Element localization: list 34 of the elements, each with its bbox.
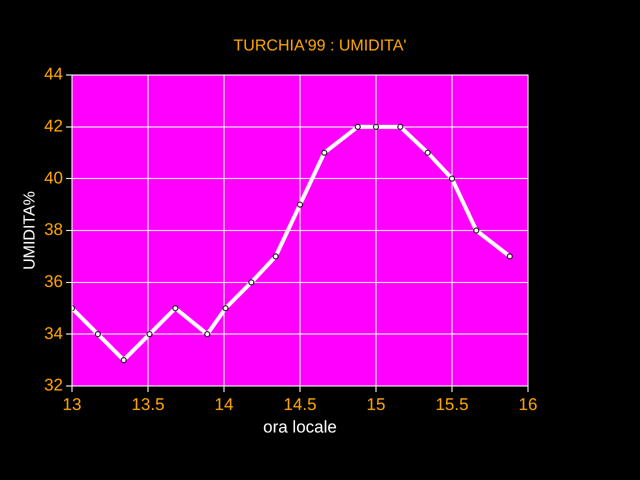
x-tick-label: 14 [214, 394, 234, 414]
y-tick-label: 38 [44, 220, 63, 240]
y-tick-label: 32 [44, 376, 63, 395]
point [248, 279, 254, 286]
point [449, 176, 455, 182]
y-tick-label: 40 [44, 168, 63, 188]
point [94, 331, 101, 338]
x-axis-title: ora locale [263, 418, 337, 437]
point [172, 305, 178, 312]
y-tick-label: 44 [44, 64, 63, 84]
x-tick-label: 13 [62, 394, 82, 414]
y-axis-title: UMIDITA% [21, 191, 38, 270]
point [473, 228, 480, 234]
point [272, 253, 279, 260]
point [354, 124, 361, 130]
point [397, 124, 404, 130]
x-tick-label: 15.5 [435, 394, 469, 414]
x-tick-label: 14.5 [283, 394, 317, 414]
point [321, 150, 328, 156]
point [120, 357, 127, 364]
point [373, 124, 379, 130]
point [506, 253, 513, 260]
point [204, 331, 210, 338]
x-tick-label: 15 [366, 394, 386, 414]
x-tick-label: 13.5 [131, 394, 165, 414]
point [424, 150, 431, 156]
y-tick-label: 42 [44, 116, 63, 136]
point [146, 331, 153, 338]
chart-title: TURCHIA'99 : UMIDITA' [234, 37, 406, 54]
point [297, 202, 303, 208]
y-tick-label: 36 [44, 272, 63, 292]
x-tick-label: 16 [518, 394, 538, 414]
y-tick-label: 34 [44, 324, 63, 343]
point [222, 305, 229, 312]
